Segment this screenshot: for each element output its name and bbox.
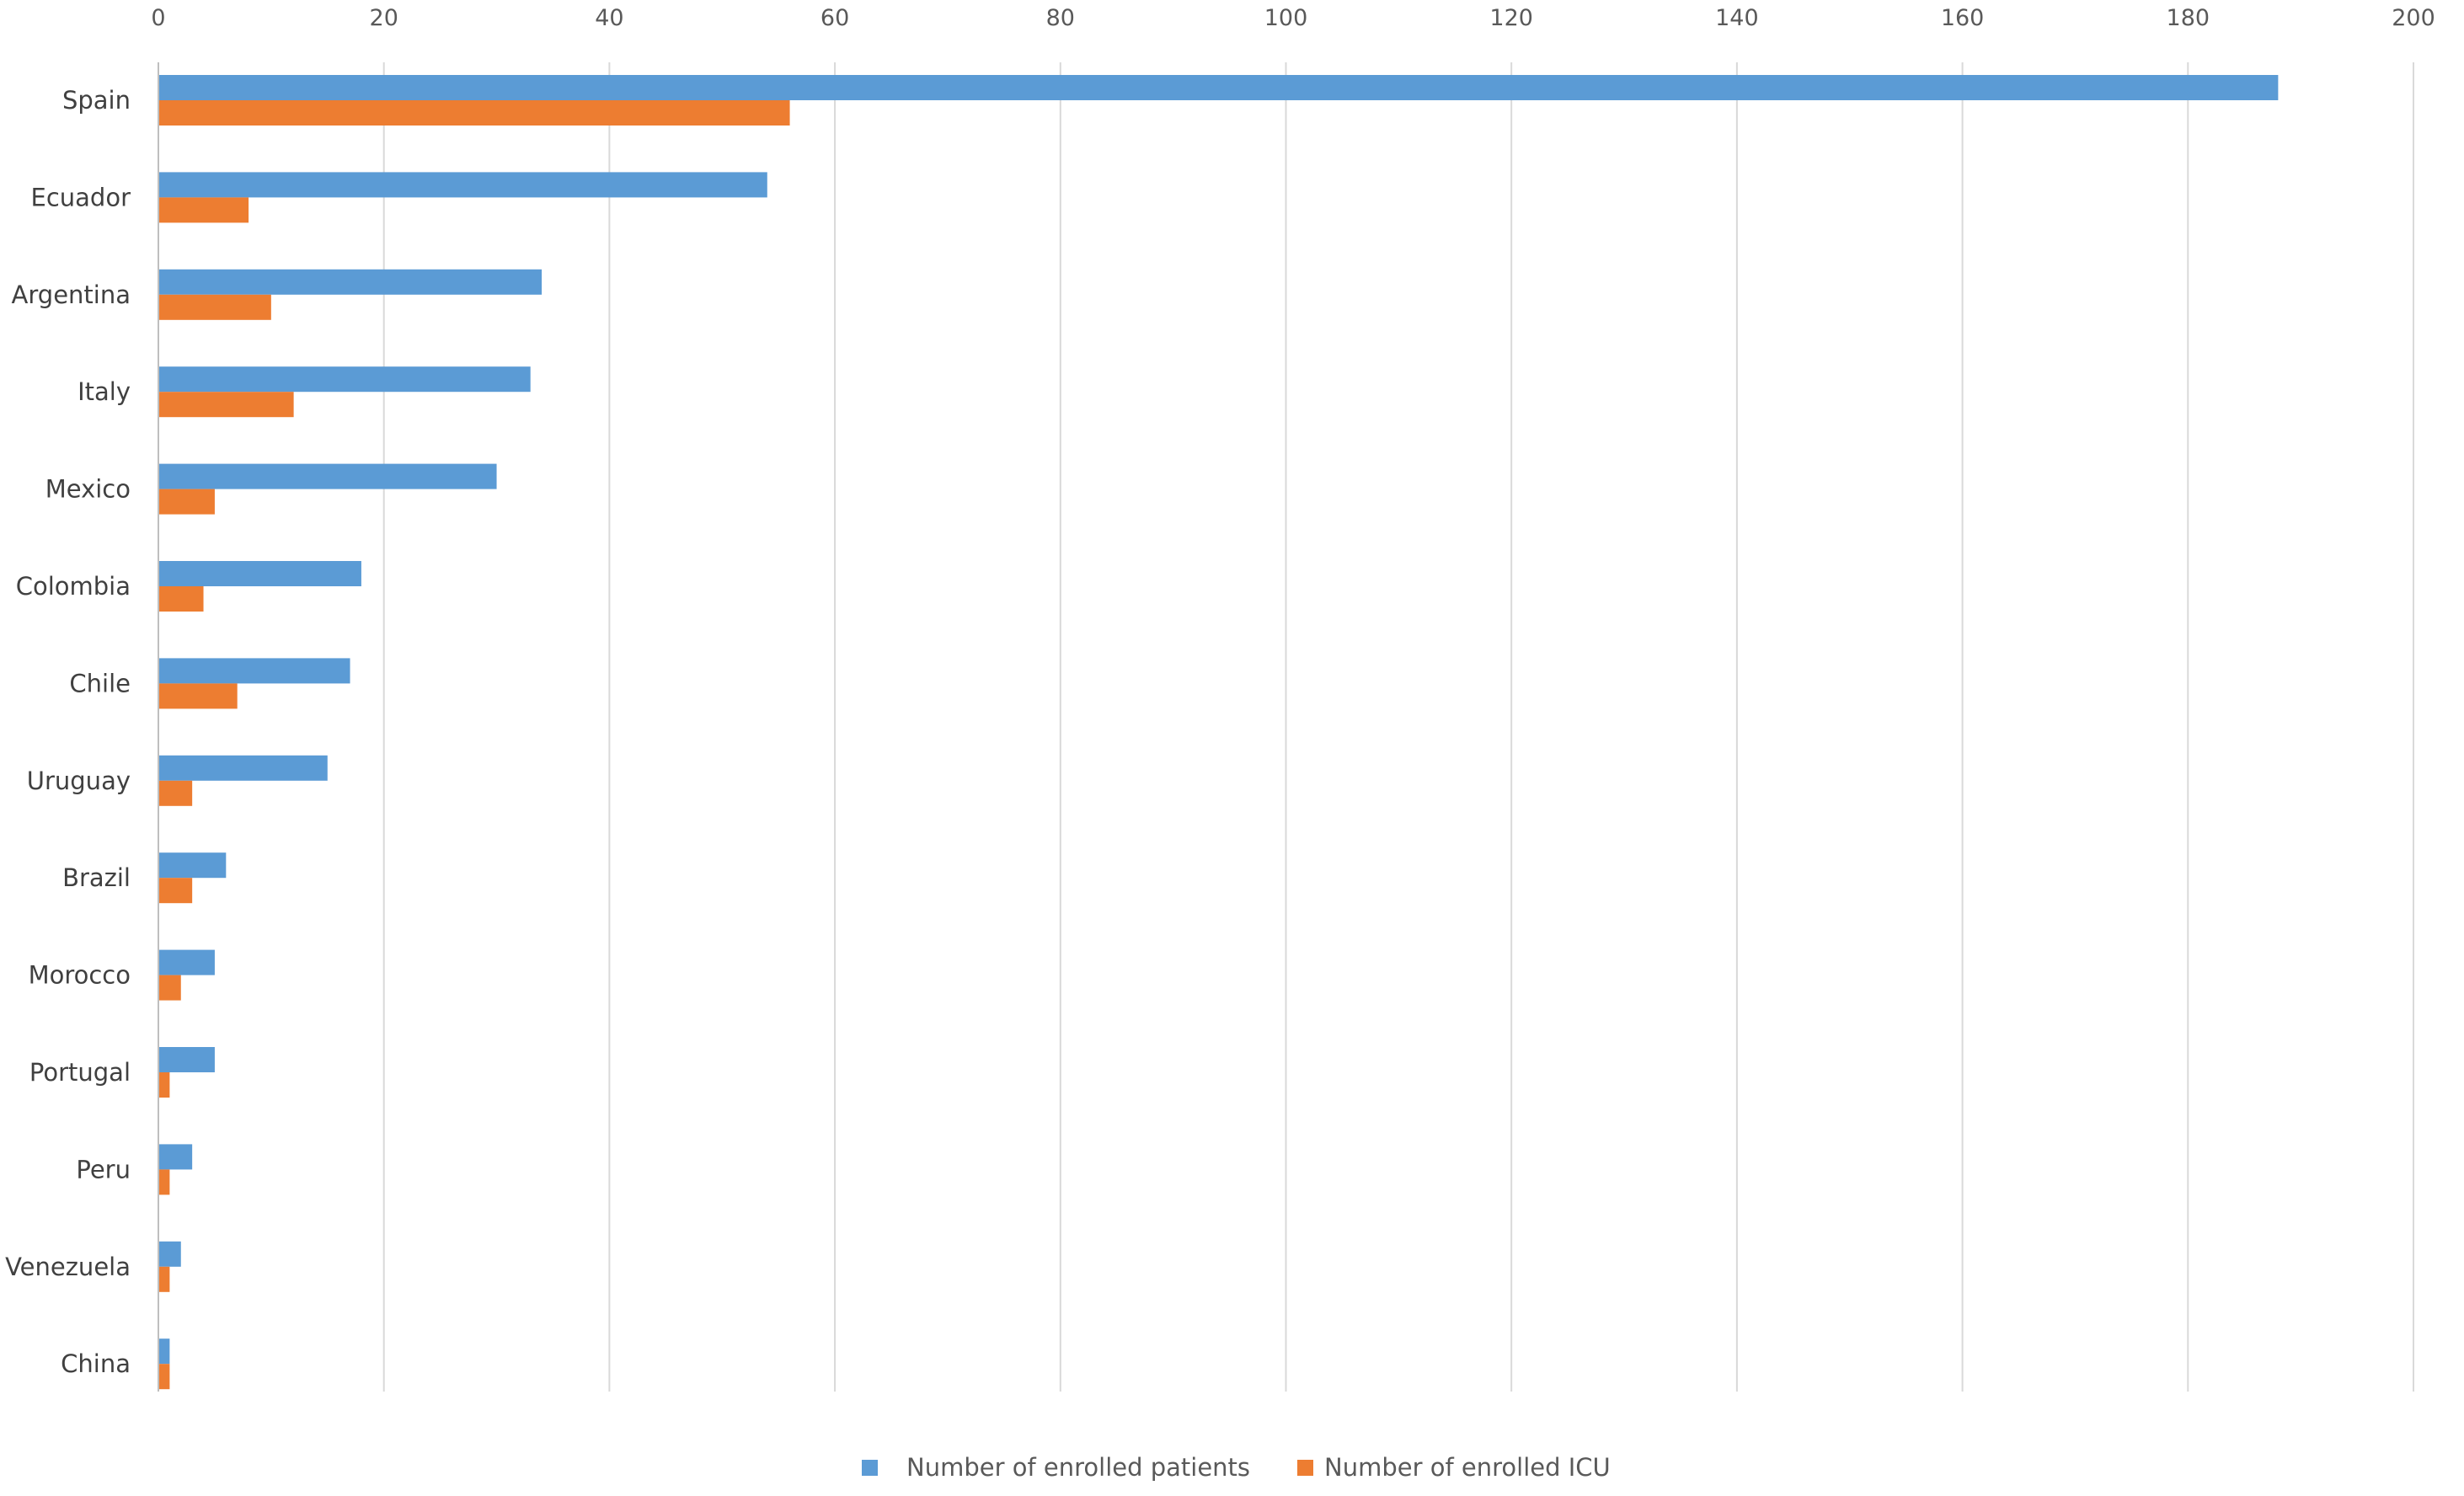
bar-venezuela-patients — [158, 1241, 181, 1267]
bar-uruguay-icu — [158, 780, 193, 806]
x-tick-label-80: 80 — [1046, 5, 1075, 31]
x-tick-label-200: 200 — [2392, 5, 2435, 31]
bars — [158, 75, 2279, 1390]
bar-ecuador-icu — [158, 197, 249, 223]
bar-china-icu — [158, 1364, 170, 1390]
bar-portugal-icu — [158, 1072, 170, 1098]
bar-morocco-icu — [158, 975, 181, 1001]
x-tick-label-100: 100 — [1264, 5, 1308, 31]
bar-venezuela-icu — [158, 1266, 170, 1292]
legend-label-icu: Number of enrolled ICU — [1324, 1453, 1611, 1482]
bar-brazil-icu — [158, 878, 193, 904]
category-label-argentina: Argentina — [12, 280, 131, 309]
bar-chile-icu — [158, 683, 238, 709]
category-label-portugal: Portugal — [29, 1058, 131, 1087]
x-tick-label-160: 160 — [1941, 5, 1985, 31]
x-tick-label-40: 40 — [595, 5, 623, 31]
legend-swatch-patients — [862, 1460, 878, 1476]
bar-morocco-patients — [158, 949, 215, 975]
category-label-morocco: Morocco — [29, 961, 131, 990]
category-label-peru: Peru — [76, 1155, 131, 1183]
legend-label-patients: Number of enrolled patients — [906, 1453, 1250, 1482]
legend: Number of enrolled patients Number of en… — [862, 1453, 1611, 1482]
category-label-china: China — [61, 1349, 131, 1378]
bar-colombia-icu — [158, 586, 204, 612]
bar-peru-icu — [158, 1169, 170, 1195]
bar-brazil-patients — [158, 852, 227, 879]
category-label-ecuador: Ecuador — [31, 183, 131, 211]
bar-spain-icu — [158, 100, 790, 126]
bar-italy-patients — [158, 366, 531, 393]
bar-colombia-patients — [158, 561, 361, 586]
legend-swatch-icu — [1297, 1460, 1313, 1476]
x-tick-label-20: 20 — [370, 5, 398, 31]
x-tick-label-120: 120 — [1489, 5, 1533, 31]
bar-argentina-icu — [158, 294, 271, 320]
category-label-italy: Italy — [78, 377, 131, 406]
bar-ecuador-patients — [158, 172, 767, 198]
category-label-chile: Chile — [69, 669, 131, 697]
category-labels: Spain Ecuador Argentina Italy Mexico Colombia… — [5, 86, 131, 1378]
bar-uruguay-patients — [158, 755, 328, 781]
x-tick-label-140: 140 — [1715, 5, 1759, 31]
bar-peru-patients — [158, 1144, 193, 1170]
gridlines — [382, 62, 2414, 1392]
bar-spain-patients — [158, 75, 2279, 100]
bar-chile-patients — [158, 658, 350, 684]
category-label-colombia: Colombia — [16, 572, 131, 601]
bar-mexico-icu — [158, 489, 215, 515]
x-tick-label-60: 60 — [820, 5, 849, 31]
bar-portugal-patients — [158, 1047, 215, 1072]
category-label-venezuela: Venezuela — [5, 1253, 131, 1281]
category-label-spain: Spain — [62, 86, 131, 115]
category-label-brazil: Brazil — [62, 863, 131, 892]
bar-argentina-patients — [158, 269, 543, 295]
bar-mexico-patients — [158, 463, 497, 489]
x-axis-ticks: 0 20 40 60 80 100 120 140 160 180 200 — [151, 5, 2435, 31]
x-tick-label-0: 0 — [151, 5, 165, 31]
x-tick-label-180: 180 — [2167, 5, 2210, 31]
category-label-mexico: Mexico — [45, 475, 131, 504]
bar-china-patients — [158, 1338, 170, 1365]
category-label-uruguay: Uruguay — [27, 767, 131, 795]
bar-italy-icu — [158, 392, 294, 418]
